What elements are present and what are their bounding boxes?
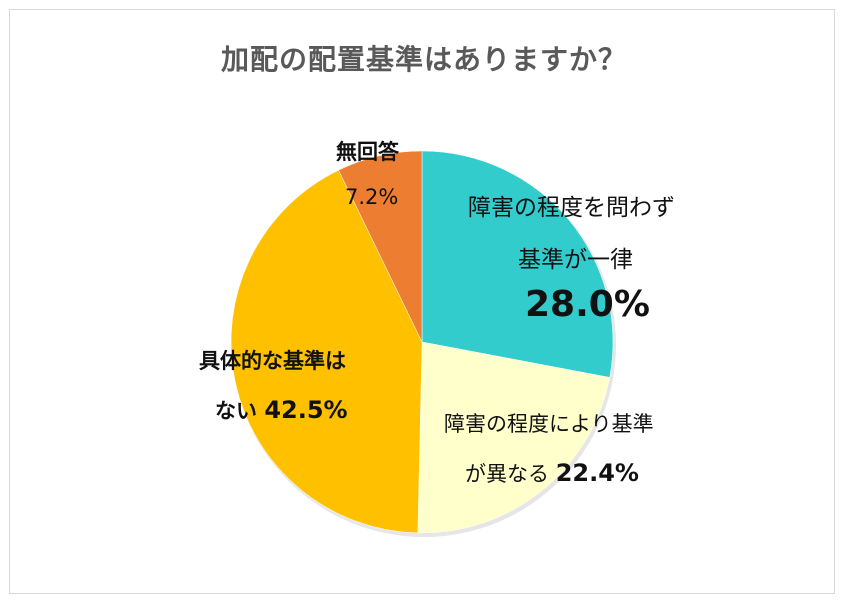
label-varies-text: が異なる <box>465 462 549 486</box>
label-none-line2: ない 42.5% <box>215 395 348 425</box>
label-uniform-line1: 障害の程度を問わず <box>468 195 675 221</box>
label-uniform-pct: 28.0% <box>525 284 650 325</box>
label-no-answer: 無回答 <box>336 140 399 164</box>
label-uniform-line2: 基準が一律 <box>518 247 633 273</box>
label-varies-pct: 22.4% <box>555 459 639 487</box>
label-varies-line1: 障害の程度により基準 <box>444 412 654 436</box>
label-none-line1: 具体的な基準は <box>199 349 346 373</box>
pie-slice <box>417 341 610 534</box>
pie-slice <box>230 169 423 534</box>
label-no-answer-pct: 7.2% <box>345 185 399 209</box>
chart-title: 加配の配置基準はありますか？ <box>220 43 627 76</box>
pie-slices <box>230 150 616 537</box>
label-varies-line2: が異なる 22.4% <box>465 458 639 488</box>
pie-slice <box>338 150 423 343</box>
label-none-text: ない <box>215 399 257 423</box>
label-none-pct: 42.5% <box>264 396 348 424</box>
pie-slice <box>421 150 614 378</box>
